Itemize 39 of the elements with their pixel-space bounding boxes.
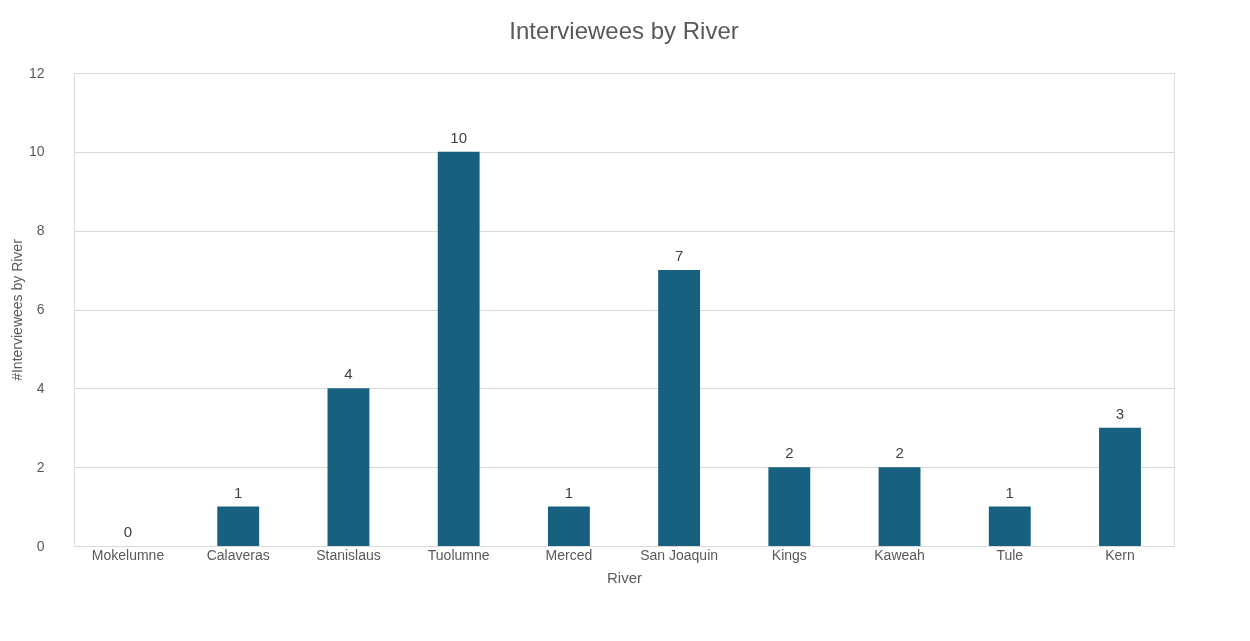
y-axis-title: #Interviewees by River bbox=[8, 238, 25, 381]
data-label: 4 bbox=[344, 365, 353, 383]
bar bbox=[658, 270, 701, 546]
x-tick-label: San Joaquin bbox=[640, 546, 719, 563]
x-tick-label: Kings bbox=[771, 546, 807, 563]
y-tick-label: 8 bbox=[36, 222, 45, 239]
bar bbox=[547, 506, 590, 546]
chart-title: Interviewees by River bbox=[509, 17, 739, 44]
bar bbox=[768, 467, 811, 546]
x-tick-label: Mokelumne bbox=[91, 546, 165, 563]
bar bbox=[878, 467, 921, 546]
y-tick-label: 4 bbox=[36, 379, 45, 396]
x-tick-label: Kaweah bbox=[874, 546, 925, 563]
x-axis-title: River bbox=[606, 568, 643, 586]
data-label: 0 bbox=[123, 523, 133, 540]
y-tick-label: 10 bbox=[28, 143, 45, 160]
y-tick-label: 12 bbox=[28, 64, 45, 81]
y-tick-label: 2 bbox=[36, 458, 45, 475]
x-tick-label: Stanislaus bbox=[316, 546, 381, 563]
x-tick-label: Tule bbox=[996, 546, 1024, 563]
data-label: 1 bbox=[234, 483, 243, 501]
x-tick-label: Tuolumne bbox=[427, 546, 490, 563]
data-label: 10 bbox=[450, 128, 468, 146]
x-tick-label: Merced bbox=[545, 546, 593, 563]
bar bbox=[988, 506, 1031, 546]
x-tick-label: Kern bbox=[1105, 546, 1135, 563]
data-label: 7 bbox=[674, 247, 684, 265]
data-label: 1 bbox=[564, 483, 574, 501]
x-tick-label: Calaveras bbox=[206, 546, 270, 563]
bar bbox=[437, 151, 480, 546]
data-label: 1 bbox=[1005, 483, 1014, 501]
bar bbox=[1099, 427, 1141, 546]
bar bbox=[217, 506, 260, 546]
y-tick-label: 6 bbox=[36, 301, 45, 317]
bar bbox=[327, 388, 370, 546]
y-tick-label: 0 bbox=[36, 537, 45, 554]
data-label: 2 bbox=[895, 444, 904, 462]
data-label: 3 bbox=[1115, 404, 1125, 422]
data-label: 2 bbox=[785, 444, 794, 462]
